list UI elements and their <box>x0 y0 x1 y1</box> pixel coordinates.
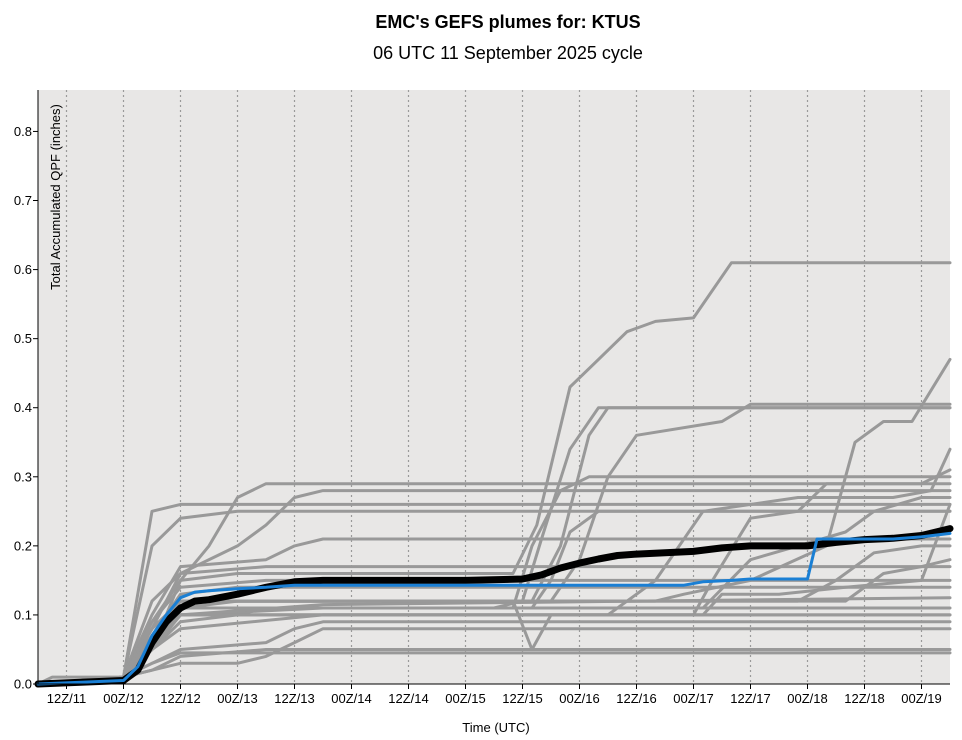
y-tick-label: 0.0 <box>14 677 32 692</box>
member-series-line <box>36 261 952 686</box>
member-series-line <box>36 502 952 686</box>
x-tick-label: 12Z/15 <box>502 691 542 706</box>
x-tick-label: 00Z/12 <box>103 691 143 706</box>
y-tick-label: 0.4 <box>14 400 32 415</box>
mean-series-line <box>34 525 954 688</box>
y-tick-label: 0.2 <box>14 538 32 553</box>
x-tick-label: 00Z/15 <box>445 691 485 706</box>
control-series-line <box>36 531 952 686</box>
x-tick-label: 00Z/18 <box>787 691 827 706</box>
y-tick-label: 0.8 <box>14 124 32 139</box>
x-axis-ticks: 12Z/11 00Z/12 12Z/12 00Z/13 12Z/13 00Z/14 12Z/… <box>47 684 942 706</box>
x-axis-label: Time (UTC) <box>462 720 529 735</box>
x-tick-label: 00Z/16 <box>559 691 599 706</box>
x-tick-label: 12Z/14 <box>388 691 428 706</box>
x-tick-label: 12Z/17 <box>730 691 770 706</box>
y-axis-label: Total Accumulated QPF (inches) <box>48 104 63 290</box>
x-tick-label: 12Z/16 <box>616 691 656 706</box>
x-tick-label: 12Z/18 <box>844 691 884 706</box>
x-tick-label: 00Z/17 <box>673 691 713 706</box>
x-tick-label: 12Z/12 <box>160 691 200 706</box>
y-tick-label: 0.1 <box>14 607 32 622</box>
y-tick-label: 0.3 <box>14 469 32 484</box>
ensemble-mean <box>34 525 954 688</box>
y-tick-label: 0.5 <box>14 331 32 346</box>
chart-title: EMC's GEFS plumes for: KTUS <box>375 12 640 32</box>
x-tick-label: 12Z/11 <box>47 691 87 706</box>
member-series-line <box>36 558 952 686</box>
control-run <box>36 531 952 686</box>
x-tick-label: 00Z/14 <box>331 691 371 706</box>
x-tick-label: 12Z/13 <box>274 691 314 706</box>
x-tick-label: 00Z/19 <box>901 691 941 706</box>
y-tick-label: 0.6 <box>14 262 32 277</box>
y-tick-label: 0.7 <box>14 193 32 208</box>
chart-subtitle: 06 UTC 11 September 2025 cycle <box>373 43 643 63</box>
x-tick-label: 00Z/13 <box>217 691 257 706</box>
y-axis-ticks: 0.0 0.1 0.2 0.3 0.4 0.5 0.6 0.7 0.8 <box>14 124 38 692</box>
